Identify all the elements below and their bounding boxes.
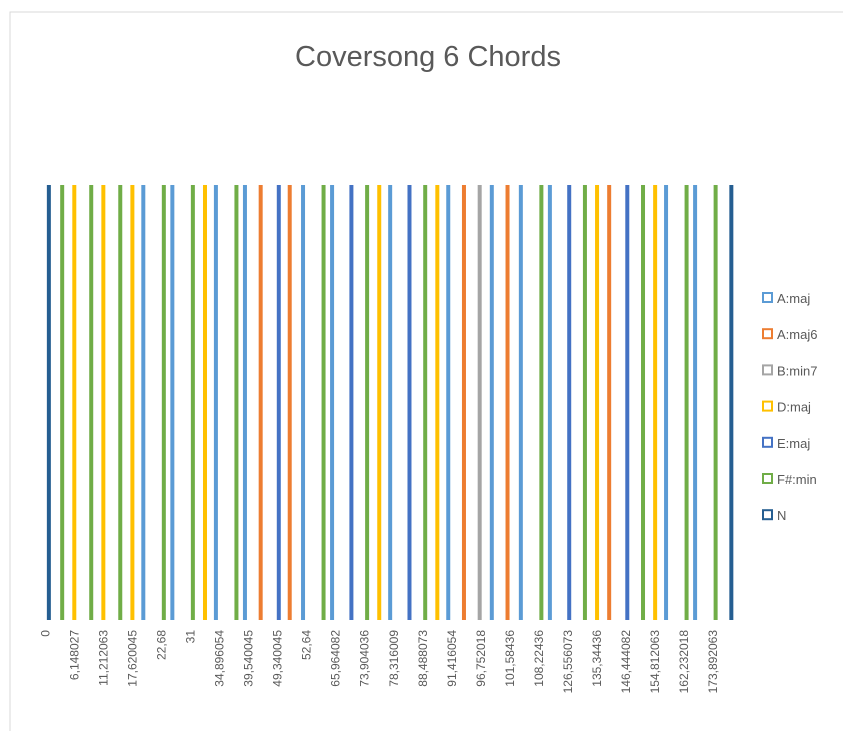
bar: [595, 185, 600, 620]
bar: [60, 185, 65, 620]
legend-label: B:min7: [777, 363, 817, 378]
x-tick-label: 73,904036: [358, 630, 372, 687]
bar: [349, 185, 354, 620]
x-tick-label: 108,22436: [532, 630, 546, 687]
bar: [539, 185, 544, 620]
bar: [407, 185, 412, 620]
x-tick-label: 39,540045: [242, 630, 256, 687]
legend-swatch: [762, 292, 773, 303]
legend-swatch: [762, 473, 773, 484]
bar: [625, 185, 630, 620]
chart-title: Coversong 6 Chords: [295, 41, 561, 73]
bar: [46, 185, 51, 620]
bar: [713, 185, 718, 620]
x-tick-label: 65,964082: [329, 630, 343, 687]
x-tick-label: 173,892063: [706, 630, 720, 694]
legend-label: E:maj: [777, 436, 810, 451]
bar: [118, 185, 123, 620]
x-tick-label: 91,416054: [445, 630, 459, 687]
bar: [170, 185, 175, 620]
x-tick-label: 11,212063: [96, 630, 110, 686]
bar: [330, 185, 335, 620]
bar: [101, 185, 106, 620]
bar: [321, 185, 326, 620]
legend-swatch: [762, 328, 773, 340]
bar: [202, 185, 207, 620]
legend-label: A:maj6: [777, 327, 817, 342]
bar: [423, 185, 428, 620]
x-tick-label: 52,64: [300, 630, 314, 660]
bar: [641, 185, 646, 620]
bar: [693, 185, 698, 620]
bar: [234, 185, 239, 620]
bar: [435, 185, 440, 620]
bar: [607, 185, 612, 620]
x-tick-label: 154,812063: [648, 630, 662, 694]
bar: [242, 185, 247, 620]
bar: [477, 185, 482, 620]
x-tick-label: 135,34436: [590, 630, 604, 687]
x-tick-label: 34,896054: [213, 630, 227, 687]
bar: [664, 185, 669, 620]
bar: [461, 185, 466, 620]
bar: [582, 185, 587, 620]
bar: [141, 185, 146, 620]
x-tick-label: 22,68: [154, 630, 168, 660]
legend-swatch: [762, 509, 773, 521]
bar: [130, 185, 135, 620]
legend-label: A:maj: [777, 291, 810, 306]
bar: [446, 185, 451, 620]
bar: [684, 185, 689, 620]
bar: [729, 185, 734, 620]
bar: [653, 185, 658, 620]
legend-label: D:maj: [777, 400, 811, 415]
x-tick-label: 78,316009: [387, 630, 401, 687]
bar: [276, 185, 281, 620]
bar: [213, 185, 218, 620]
bar: [161, 185, 166, 620]
bar: [489, 185, 494, 620]
bar: [518, 185, 523, 620]
bar: [89, 185, 94, 620]
legend-swatch: [762, 436, 773, 448]
bar: [287, 185, 292, 620]
bar: [547, 185, 552, 620]
x-tick-label: 49,340045: [271, 630, 285, 687]
x-tick-label: 0: [38, 630, 52, 637]
legend-label: N: [777, 508, 786, 523]
x-tick-label: 6,148027: [67, 630, 81, 680]
bar: [567, 185, 572, 620]
bar: [365, 185, 370, 620]
bar: [258, 185, 263, 620]
bar: [301, 185, 306, 620]
x-tick-label: 146,444082: [619, 630, 633, 694]
legend-label: F#:min: [777, 472, 817, 487]
bar: [505, 185, 510, 620]
bar: [190, 185, 195, 620]
x-tick-label: 88,488073: [416, 630, 430, 687]
legend-swatch: [762, 400, 773, 412]
x-tick-label: 126,556073: [561, 630, 575, 694]
bar: [72, 185, 77, 620]
bar: [377, 185, 382, 620]
legend-swatch: [762, 364, 773, 376]
bar: [388, 185, 393, 620]
x-tick-label: 17,620045: [125, 630, 139, 687]
x-tick-label: 162,232018: [677, 630, 691, 694]
x-tick-label: 31: [183, 630, 197, 644]
x-tick-label: 96,752018: [474, 630, 488, 687]
x-tick-label: 101,58436: [503, 630, 517, 687]
